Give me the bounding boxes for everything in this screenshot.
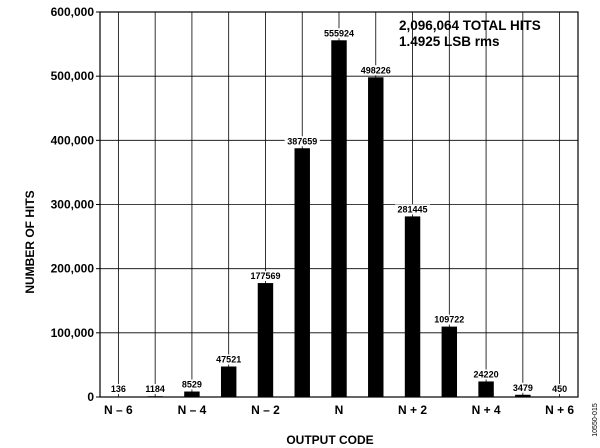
y-axis-ticks: 0 100,000 200,000 300,000 400,000 500,000 600,… — [51, 5, 100, 404]
data-label-background — [431, 314, 467, 325]
bar — [184, 391, 200, 397]
y-tick-label: 300,000 — [51, 198, 95, 212]
data-label: 47521 — [216, 355, 241, 365]
x-axis-title: OUTPUT CODE — [286, 433, 373, 447]
data-label: 555924 — [324, 28, 354, 38]
bar — [441, 326, 458, 397]
data-label-background — [108, 384, 129, 394]
data-label-background — [510, 382, 536, 393]
bar — [257, 283, 274, 397]
data-label: 24220 — [474, 369, 499, 379]
data-label: 281445 — [398, 204, 428, 214]
data-label-background — [213, 354, 244, 365]
bar-series — [110, 40, 568, 398]
data-label-background — [321, 28, 357, 39]
x-tick-label: N + 2 — [398, 403, 427, 417]
y-axis-title: NUMBER OF HITS — [23, 190, 37, 293]
data-label-background — [549, 384, 570, 394]
y-tick-label: 500,000 — [51, 69, 95, 83]
bar — [368, 77, 384, 397]
figure-id: 10550-015 — [592, 403, 599, 437]
data-label-background — [394, 204, 431, 215]
bar — [515, 394, 531, 397]
bar — [220, 366, 237, 397]
x-axis-ticks: N – 6 N – 4 N – 2 N N + 2 N + 4 N + 6 — [104, 403, 574, 417]
data-labels: 136 1184 8529 47521 177569 387659 555924 498226… — [108, 28, 570, 394]
bar — [294, 148, 310, 397]
x-tick-label: N + 4 — [472, 403, 501, 417]
data-label: 450 — [552, 384, 567, 394]
data-label: 1184 — [145, 384, 165, 394]
y-tick-label: 0 — [87, 390, 94, 404]
data-label: 387659 — [287, 136, 317, 146]
data-label: 177569 — [250, 271, 280, 281]
y-tick-label: 600,000 — [51, 5, 95, 19]
data-label: 8529 — [182, 380, 202, 390]
data-label: 136 — [111, 384, 126, 394]
data-label-background — [284, 136, 320, 147]
x-tick-label: N – 2 — [251, 403, 280, 417]
data-label: 3479 — [513, 383, 533, 393]
data-label: 498226 — [361, 65, 391, 75]
data-label-background — [142, 384, 168, 394]
x-tick-label: N + 6 — [545, 403, 574, 417]
data-label-background — [179, 379, 205, 390]
bar — [404, 216, 421, 397]
data-label-background — [471, 369, 502, 380]
data-label-background — [247, 271, 284, 282]
x-tick-label: N – 6 — [104, 403, 133, 417]
x-tick-label: N – 4 — [178, 403, 207, 417]
data-label-background — [358, 65, 394, 76]
y-tick-label: 100,000 — [51, 326, 95, 340]
bar — [478, 381, 494, 397]
y-tick-label: 200,000 — [51, 262, 95, 276]
x-tick-label: N — [335, 403, 344, 417]
y-tick-label: 400,000 — [51, 133, 95, 147]
bar — [331, 40, 347, 397]
data-label: 109722 — [434, 315, 464, 325]
rms-annotation: 1.4925 LSB rms — [399, 34, 500, 49]
total-hits-annotation: 2,096,064 TOTAL HITS — [399, 18, 541, 33]
